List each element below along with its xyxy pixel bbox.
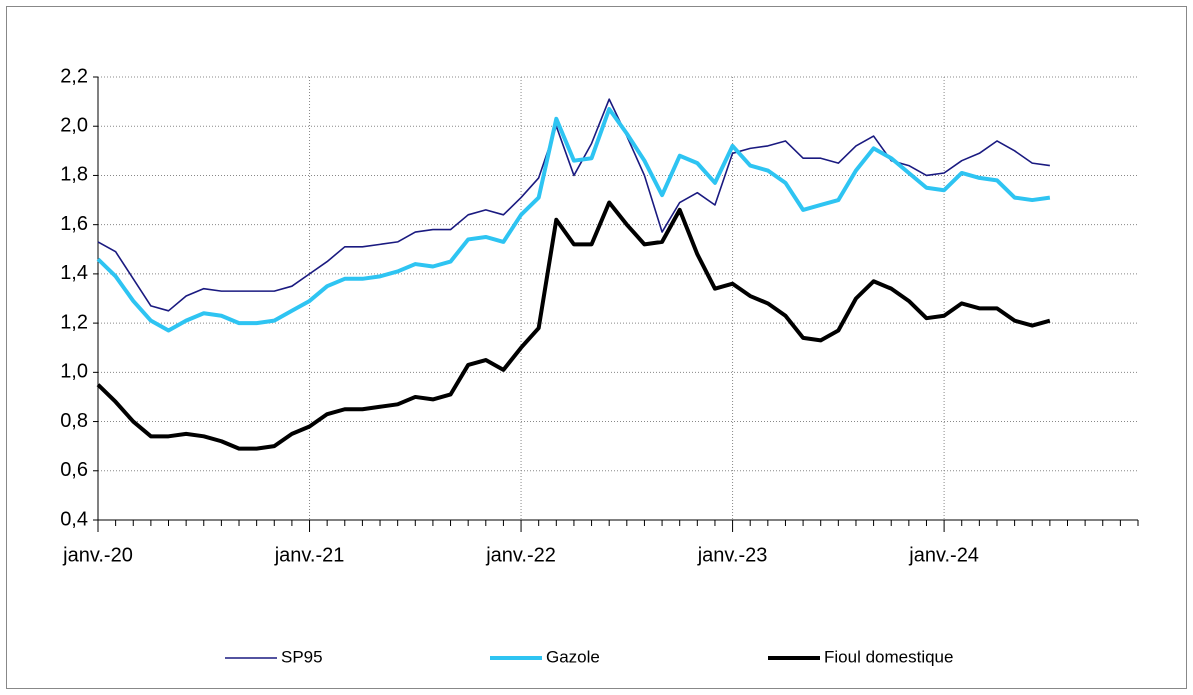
- x-tick-label: janv.-24: [908, 544, 979, 566]
- legend-label: Fioul domestique: [824, 647, 953, 666]
- x-tick-label: janv.-21: [274, 544, 345, 566]
- y-tick-label: 0,6: [60, 459, 88, 481]
- y-tick-label: 1,6: [60, 213, 88, 235]
- y-tick-label: 2,2: [60, 65, 88, 87]
- x-tick-label: janv.-20: [62, 544, 133, 566]
- y-tick-label: 1,4: [60, 262, 88, 284]
- y-tick-label: 0,8: [60, 410, 88, 432]
- x-tick-label: janv.-22: [485, 544, 556, 566]
- y-tick-label: 1,0: [60, 361, 88, 383]
- x-tick-label: janv.-23: [697, 544, 768, 566]
- chart-frame: [6, 6, 1187, 689]
- y-tick-label: 0,4: [60, 508, 88, 530]
- legend-label: SP95: [281, 647, 323, 666]
- legend-label: Gazole: [546, 647, 600, 666]
- line-series: [96, 200, 1051, 451]
- y-tick-label: 1,2: [60, 311, 88, 333]
- y-tick-label: 1,8: [60, 164, 88, 186]
- line-series: [96, 106, 1051, 333]
- y-tick-label: 2,0: [60, 115, 88, 137]
